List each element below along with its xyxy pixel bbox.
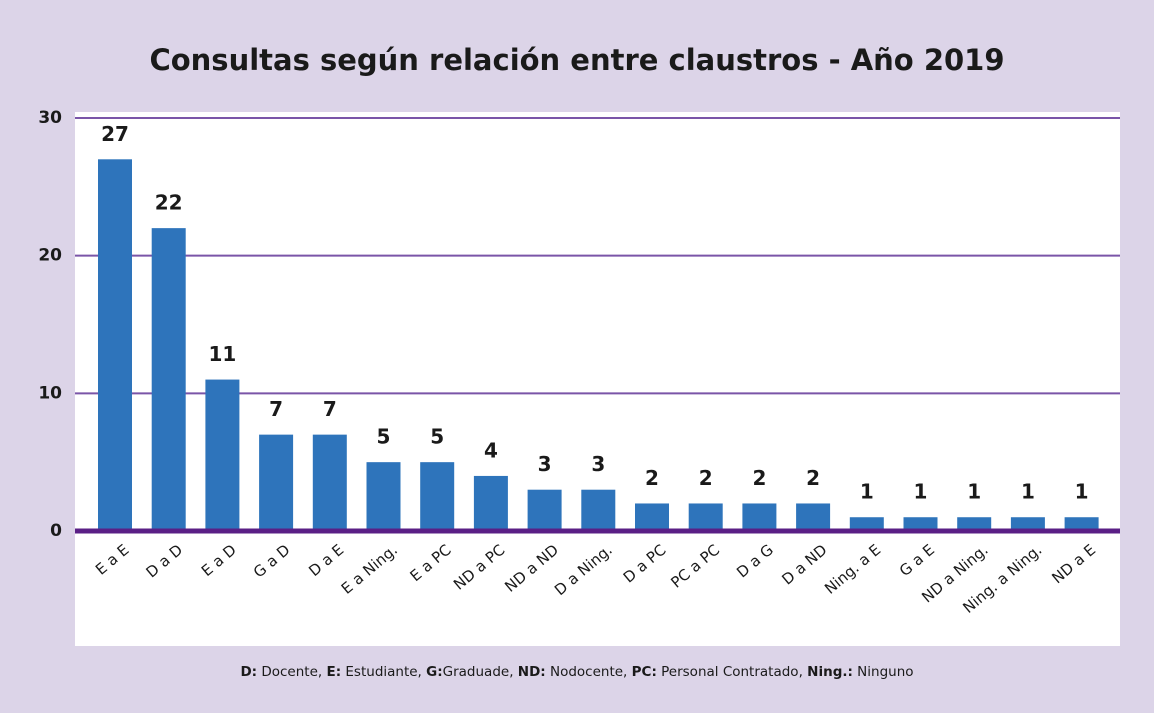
bar	[366, 462, 401, 531]
data-label: 5	[377, 425, 391, 449]
y-tick-label: 10	[38, 383, 62, 403]
bar	[1064, 517, 1099, 531]
footnote-key: Ning.:	[807, 664, 853, 680]
footnote-text: Estudiante,	[341, 664, 426, 680]
footnote-text: Nodocente,	[546, 664, 632, 680]
footnote-key: G:	[426, 664, 442, 680]
plot-panel	[75, 112, 1120, 646]
footnote-key: D:	[240, 664, 257, 680]
data-label: 1	[1075, 480, 1089, 504]
data-label: 22	[155, 191, 183, 215]
bar	[1010, 517, 1045, 531]
bar	[581, 489, 616, 531]
data-label: 27	[101, 122, 129, 146]
data-label: 7	[269, 397, 283, 421]
chart-title: Consultas según relación entre claustros…	[149, 43, 1004, 77]
data-label: 2	[806, 466, 820, 490]
bar	[635, 503, 669, 531]
data-label: 4	[484, 438, 498, 462]
bar	[527, 489, 562, 531]
footnote: D: Docente, E: Estudiante, G:Graduade, N…	[240, 664, 913, 680]
y-tick-label: 0	[50, 521, 62, 541]
bar	[903, 517, 938, 531]
footnote-text: Personal Contratado,	[657, 664, 807, 680]
data-label: 3	[591, 452, 605, 476]
bar	[259, 434, 294, 531]
bar	[957, 517, 992, 531]
footnote-key: ND:	[518, 664, 546, 680]
y-tick-label: 30	[38, 108, 62, 128]
bar	[420, 462, 455, 531]
data-label: 11	[208, 342, 236, 366]
footnote-key: E:	[326, 664, 341, 680]
data-label: 2	[645, 466, 659, 490]
footnote-text: Ninguno	[853, 664, 914, 680]
data-label: 1	[914, 480, 928, 504]
y-tick-label: 20	[38, 246, 62, 266]
bar	[205, 379, 240, 531]
data-label: 3	[538, 452, 552, 476]
bar	[473, 475, 508, 531]
data-label: 1	[967, 480, 981, 504]
bar	[688, 503, 723, 531]
data-label: 5	[430, 425, 444, 449]
data-label: 2	[752, 466, 766, 490]
bar	[312, 434, 347, 531]
footnote-text: Docente,	[257, 664, 326, 680]
data-label: 1	[1021, 480, 1035, 504]
data-label: 2	[699, 466, 713, 490]
bar	[849, 517, 884, 531]
bar	[151, 228, 186, 531]
bar	[796, 503, 831, 531]
data-label: 7	[323, 397, 337, 421]
bar	[742, 503, 777, 531]
footnote-key: PC:	[632, 664, 657, 680]
data-label: 1	[860, 480, 874, 504]
footnote-text: Graduade,	[443, 664, 518, 680]
bar	[98, 159, 132, 532]
